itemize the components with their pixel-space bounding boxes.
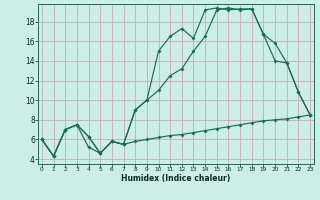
X-axis label: Humidex (Indice chaleur): Humidex (Indice chaleur)	[121, 174, 231, 183]
